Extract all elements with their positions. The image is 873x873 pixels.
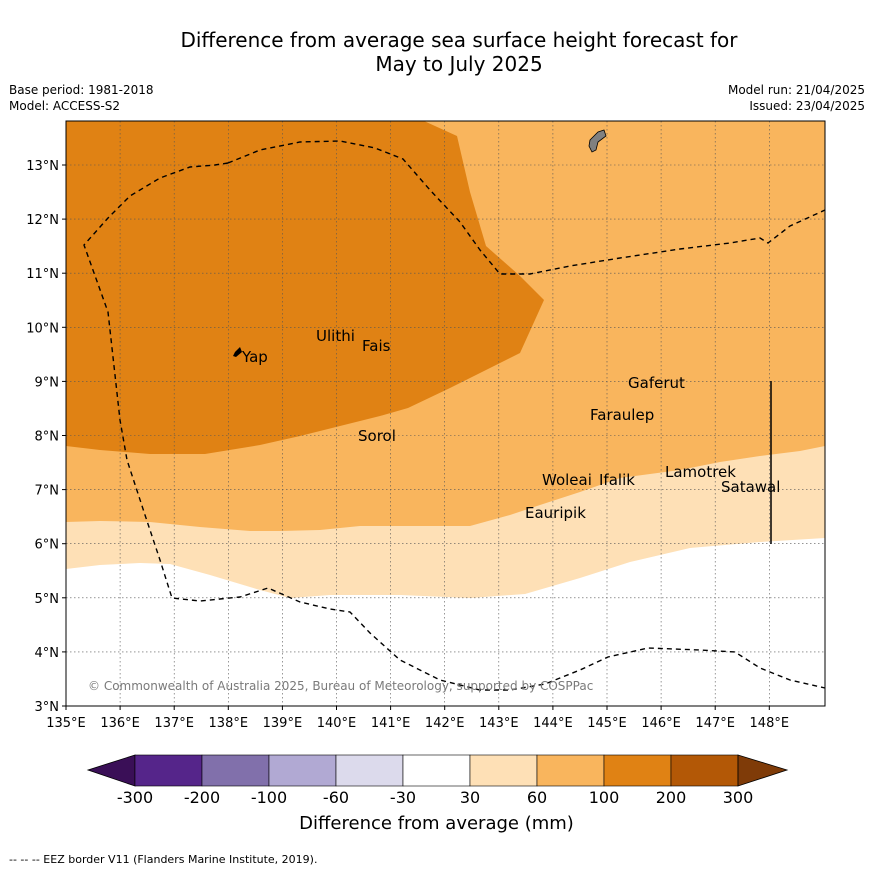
model-name: Model: ACCESS-S2 xyxy=(9,99,121,113)
place-label-yap: Yap xyxy=(241,348,268,366)
colorbar-segment xyxy=(469,754,538,787)
place-label-faraulep: Faraulep xyxy=(590,406,654,424)
colorbar-segment xyxy=(603,754,672,787)
colorbar-tick-label: -300 xyxy=(116,788,154,807)
colorbar-tick-label: -60 xyxy=(322,788,350,807)
copyright-note: © Commonwealth of Australia 2025, Bureau… xyxy=(88,679,593,693)
axis-labels: 135°E 136°E 137°E 138°E 139°E 140°E 141°E 142°E… xyxy=(26,159,789,731)
lon-tick-label: 139°E xyxy=(263,716,303,731)
eez-legend-note: -- -- -- EEZ border V11 (Flanders Marine… xyxy=(9,853,318,866)
map-title: Difference from average sea surface heig… xyxy=(0,28,873,76)
colorbar-extend-high xyxy=(737,754,789,787)
place-label-sorol: Sorol xyxy=(358,427,396,445)
colorbar-segment xyxy=(536,754,605,787)
place-label-satawal: Satawal xyxy=(721,478,780,496)
lat-tick-label: 9°N xyxy=(35,375,60,390)
lon-tick-label: 135°E xyxy=(46,716,86,731)
colorbar-segment xyxy=(335,754,404,787)
lat-tick-label: 10°N xyxy=(26,321,59,336)
place-label-ulithi: Ulithi xyxy=(316,327,355,345)
eez-border-west xyxy=(83,162,826,691)
colorbar-tick-label: 300 xyxy=(722,788,754,807)
lat-tick-label: 11°N xyxy=(26,267,59,282)
colorbar-segment xyxy=(201,754,270,787)
lon-tick-label: 136°E xyxy=(100,716,140,731)
issued-date: Issued: 23/04/2025 xyxy=(749,99,865,113)
lon-tick-label: 142°E xyxy=(425,716,465,731)
map-frame xyxy=(65,120,826,707)
lat-tick-label: 6°N xyxy=(35,538,60,553)
lat-tick-label: 13°N xyxy=(26,159,59,174)
lat-tick-label: 7°N xyxy=(35,484,60,499)
place-label-fais: Fais xyxy=(362,337,391,355)
colorbar-tick-label: -200 xyxy=(183,788,221,807)
place-label-gaferut: Gaferut xyxy=(628,374,685,392)
colorbar-tick-label: -30 xyxy=(389,788,417,807)
colorbar-segment xyxy=(402,754,471,787)
meta-right: Model run: 21/04/2025 Issued: 23/04/2025 xyxy=(728,82,865,114)
band-100-200 xyxy=(66,121,544,454)
place-label-woleai: Woleai xyxy=(542,471,592,489)
colorbar-segment xyxy=(268,754,337,787)
lon-tick-label: 144°E xyxy=(533,716,573,731)
lon-tick-label: 138°E xyxy=(209,716,249,731)
colorbar xyxy=(86,754,789,787)
colorbar-tick-label: 100 xyxy=(588,788,620,807)
lon-tick-label: 141°E xyxy=(371,716,411,731)
lat-tick-label: 4°N xyxy=(35,646,60,661)
colorbar-tick-label: 60 xyxy=(526,788,548,807)
place-labels: Yap Ulithi Fais Sorol Gaferut Faraulep Woleai I… xyxy=(241,327,780,522)
lon-tick-label: 147°E xyxy=(695,716,735,731)
lat-tick-label: 12°N xyxy=(26,213,59,228)
colorbar-tick-label: 30 xyxy=(459,788,481,807)
meta-left: Base period: 1981-2018 Model: ACCESS-S2 xyxy=(9,82,154,114)
colorbar-tick-label: 200 xyxy=(655,788,687,807)
title-line-2: May to July 2025 xyxy=(375,52,543,76)
lon-tick-label: 145°E xyxy=(587,716,627,731)
model-run: Model run: 21/04/2025 xyxy=(727,83,865,97)
place-label-eauripik: Eauripik xyxy=(525,504,586,522)
lon-tick-label: 137°E xyxy=(154,716,194,731)
lon-tick-label: 146°E xyxy=(641,716,681,731)
lat-tick-label: 8°N xyxy=(35,430,60,445)
lat-tick-label: 5°N xyxy=(35,592,60,607)
colorbar-segment xyxy=(134,754,203,787)
place-label-lamotrek: Lamotrek xyxy=(665,463,736,481)
colorbar-tick-label: -100 xyxy=(250,788,288,807)
base-period: Base period: 1981-2018 xyxy=(9,83,154,97)
guam-island xyxy=(588,129,607,153)
place-label-ifalik: Ifalik xyxy=(599,471,635,489)
lon-tick-label: 143°E xyxy=(479,716,519,731)
colorbar-segment xyxy=(670,754,739,787)
lon-tick-label: 140°E xyxy=(317,716,357,731)
title-line-1: Difference from average sea surface heig… xyxy=(180,28,738,52)
yap-island xyxy=(233,347,242,357)
colorbar-extend-low xyxy=(86,754,136,787)
map-fill-layers xyxy=(66,121,825,706)
eez-border-north xyxy=(227,140,826,275)
lon-tick-label: 148°E xyxy=(750,716,790,731)
colorbar-title: Difference from average (mm) xyxy=(299,813,574,834)
lat-tick-label: 3°N xyxy=(35,700,60,715)
